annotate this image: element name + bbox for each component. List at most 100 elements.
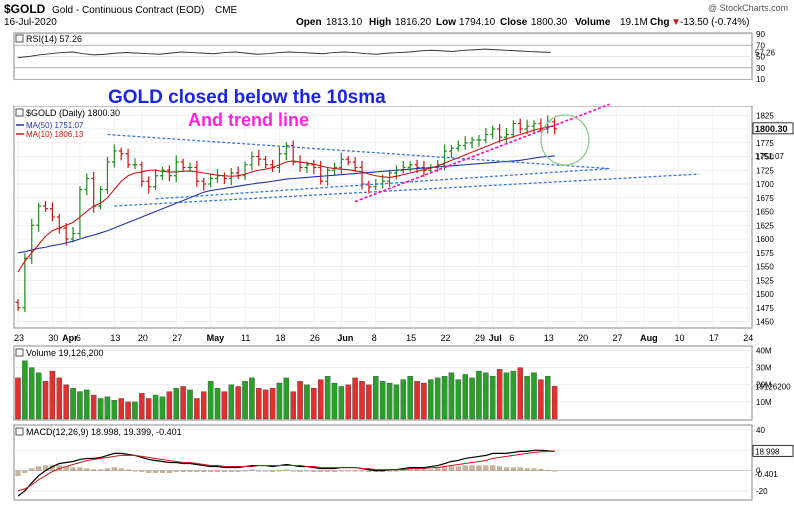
macd-histogram-bar [22,470,28,473]
macd-histogram-bar [297,470,303,472]
macd-histogram-bar [146,470,152,473]
rsi-title: RSI(14) 57.26 [26,34,82,44]
volume-bar [49,370,56,420]
volume-bar [180,386,186,420]
macd-histogram-bar [531,468,537,471]
macd-histogram-bar [283,469,289,471]
price-tick-label: 1625 [756,221,774,230]
volume-bar [221,391,228,420]
macd-tick-label: 40 [756,426,765,435]
date-tick-label: 11 [241,333,250,343]
macd-histogram-bar [173,470,179,472]
price-tick-label: 1650 [756,208,774,217]
volume-bar [297,381,303,420]
date-tick-label: 13 [544,333,554,343]
volume-bar [496,369,503,420]
volume-bar [242,381,248,420]
volume-bar [345,384,351,420]
volume-bar [29,367,35,420]
macd-histogram-bar [29,468,35,471]
rsi-tick-label: 10 [756,75,765,84]
macd-histogram-bar [125,469,131,471]
volume-bar [214,387,221,420]
rsi-tick-label: 50 [756,53,765,62]
ma10-line [17,125,555,273]
rsi-tick-label: 90 [756,30,765,39]
rsi-tick-label: 30 [756,64,765,73]
macd-histogram-bar [221,470,227,472]
macd-histogram-bar [428,469,434,471]
date-tick-label: 6 [76,333,81,343]
volume-tick-label: 10M [756,398,772,407]
macd-histogram-bar [70,467,76,471]
axis-labels: 907050301057.261825180017751750172517001… [14,30,794,496]
volume-bar [352,377,358,420]
date-tick-label: 6 [509,333,514,343]
macd-histogram-bar [208,470,214,472]
macd-histogram-bar [118,468,124,471]
macd-histogram-bar [276,470,282,472]
chart-date: 16-Jul-2020 [4,17,57,28]
macd-histogram-bar [476,465,482,471]
volume-bar [483,372,489,420]
ma10-legend-label: MA(10) 1806.13 [26,130,84,139]
macd-histogram-bar [352,470,358,472]
rsi-line [17,48,551,59]
macd-tick-label: 0 [756,467,761,476]
macd-histogram-bar [462,465,468,471]
extended-trend-line [114,173,700,207]
volume-value-label: 19126200 [755,382,791,391]
ma50-line [17,155,555,254]
exchange-label: CME [215,5,238,16]
price-series [15,115,558,313]
high-value: 1816.20 [395,17,432,28]
volume-bar [111,399,118,420]
price-tick-label: 1450 [756,318,774,327]
volume-bar [201,391,207,420]
macd-legend-swatch [15,427,24,436]
ma50-legend-label: MA(50) 1751.07 [26,121,84,130]
volume-bar [70,387,76,420]
macd-histogram-bar [249,469,255,471]
macd-series [15,449,558,497]
volume-bar [386,382,393,420]
volume-bar [139,393,145,420]
macd-histogram-bar [483,465,489,471]
open-label: Open [296,17,322,28]
date-tick-label: Jul [489,333,502,343]
chg-value: -13.50 (-0.74%) [680,17,749,28]
macd-histogram-bar [552,470,558,472]
volume-bar [476,370,482,420]
macd-signal-line [17,450,555,492]
volume-bar [407,375,413,420]
upper-trend-line [107,133,610,170]
price-tick-label: 1675 [756,194,774,203]
volume-bar [551,386,558,420]
volume-value: 19.1M [620,17,648,28]
symbol-label: $GOLD [4,2,46,16]
price-tick-label: 1825 [756,111,774,120]
volume-tick-label: 30M [756,364,772,373]
macd-histogram-bar [290,470,296,472]
price-tick-label: 1500 [756,290,774,299]
volume-bar [132,401,138,420]
volume-bar [414,381,420,420]
macd-histogram-bar [497,466,503,471]
macd-histogram-bar [139,470,145,472]
volume-bar [317,379,324,420]
close-value: 1800.30 [531,17,568,28]
date-tick-label: 10 [674,333,684,343]
macd-histogram-bar [503,467,510,471]
macd-histogram-bar [132,470,138,472]
date-tick-label: 24 [743,333,753,343]
macd-histogram-bar [36,466,42,471]
macd-histogram-bar [77,467,83,471]
volume-bar [84,389,90,420]
macd-histogram-bar [517,467,523,471]
trend-lines [107,103,700,207]
volume-bar [63,384,69,420]
volume-bar [331,382,338,420]
price-tick-label: 1525 [756,276,774,285]
volume-bar [104,396,111,420]
